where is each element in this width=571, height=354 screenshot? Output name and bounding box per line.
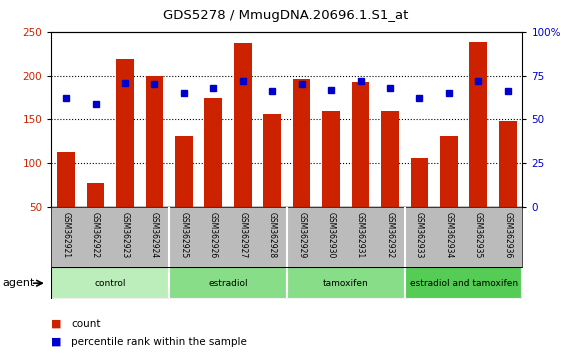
- Text: GSM362925: GSM362925: [179, 212, 188, 258]
- Text: GSM362928: GSM362928: [268, 212, 277, 258]
- Text: control: control: [95, 279, 126, 288]
- Bar: [381, 111, 399, 207]
- Bar: [146, 76, 163, 207]
- Text: GSM362926: GSM362926: [209, 212, 218, 258]
- Text: agent: agent: [3, 278, 35, 288]
- Bar: [51, 267, 169, 299]
- Bar: [469, 42, 487, 207]
- Text: GSM362936: GSM362936: [503, 212, 512, 258]
- Text: GSM362927: GSM362927: [238, 212, 247, 258]
- Bar: [204, 98, 222, 207]
- Bar: [234, 43, 252, 207]
- Text: GSM362932: GSM362932: [385, 212, 395, 258]
- Text: GSM362931: GSM362931: [356, 212, 365, 258]
- Text: GDS5278 / MmugDNA.20696.1.S1_at: GDS5278 / MmugDNA.20696.1.S1_at: [163, 9, 408, 22]
- Bar: [116, 59, 134, 207]
- Text: count: count: [71, 319, 101, 329]
- Bar: [87, 183, 104, 207]
- Text: GSM362921: GSM362921: [62, 212, 71, 258]
- Text: GSM362934: GSM362934: [444, 212, 453, 258]
- Text: GSM362929: GSM362929: [297, 212, 306, 258]
- Text: GSM362933: GSM362933: [415, 212, 424, 258]
- Text: GSM362935: GSM362935: [474, 212, 483, 258]
- Bar: [57, 152, 75, 207]
- Text: tamoxifen: tamoxifen: [323, 279, 369, 288]
- Text: ■: ■: [51, 337, 62, 347]
- Bar: [287, 267, 405, 299]
- Bar: [322, 111, 340, 207]
- Bar: [405, 267, 522, 299]
- Bar: [175, 136, 193, 207]
- Text: GSM362924: GSM362924: [150, 212, 159, 258]
- Text: estradiol and tamoxifen: estradiol and tamoxifen: [409, 279, 518, 288]
- Bar: [352, 82, 369, 207]
- Bar: [440, 136, 458, 207]
- Text: percentile rank within the sample: percentile rank within the sample: [71, 337, 247, 347]
- Text: ■: ■: [51, 319, 62, 329]
- Bar: [293, 79, 311, 207]
- Bar: [169, 267, 287, 299]
- Text: GSM362930: GSM362930: [327, 212, 336, 258]
- Bar: [499, 121, 517, 207]
- Text: GSM362922: GSM362922: [91, 212, 100, 258]
- Bar: [263, 114, 281, 207]
- Text: GSM362923: GSM362923: [120, 212, 130, 258]
- Text: estradiol: estradiol: [208, 279, 248, 288]
- Bar: [411, 158, 428, 207]
